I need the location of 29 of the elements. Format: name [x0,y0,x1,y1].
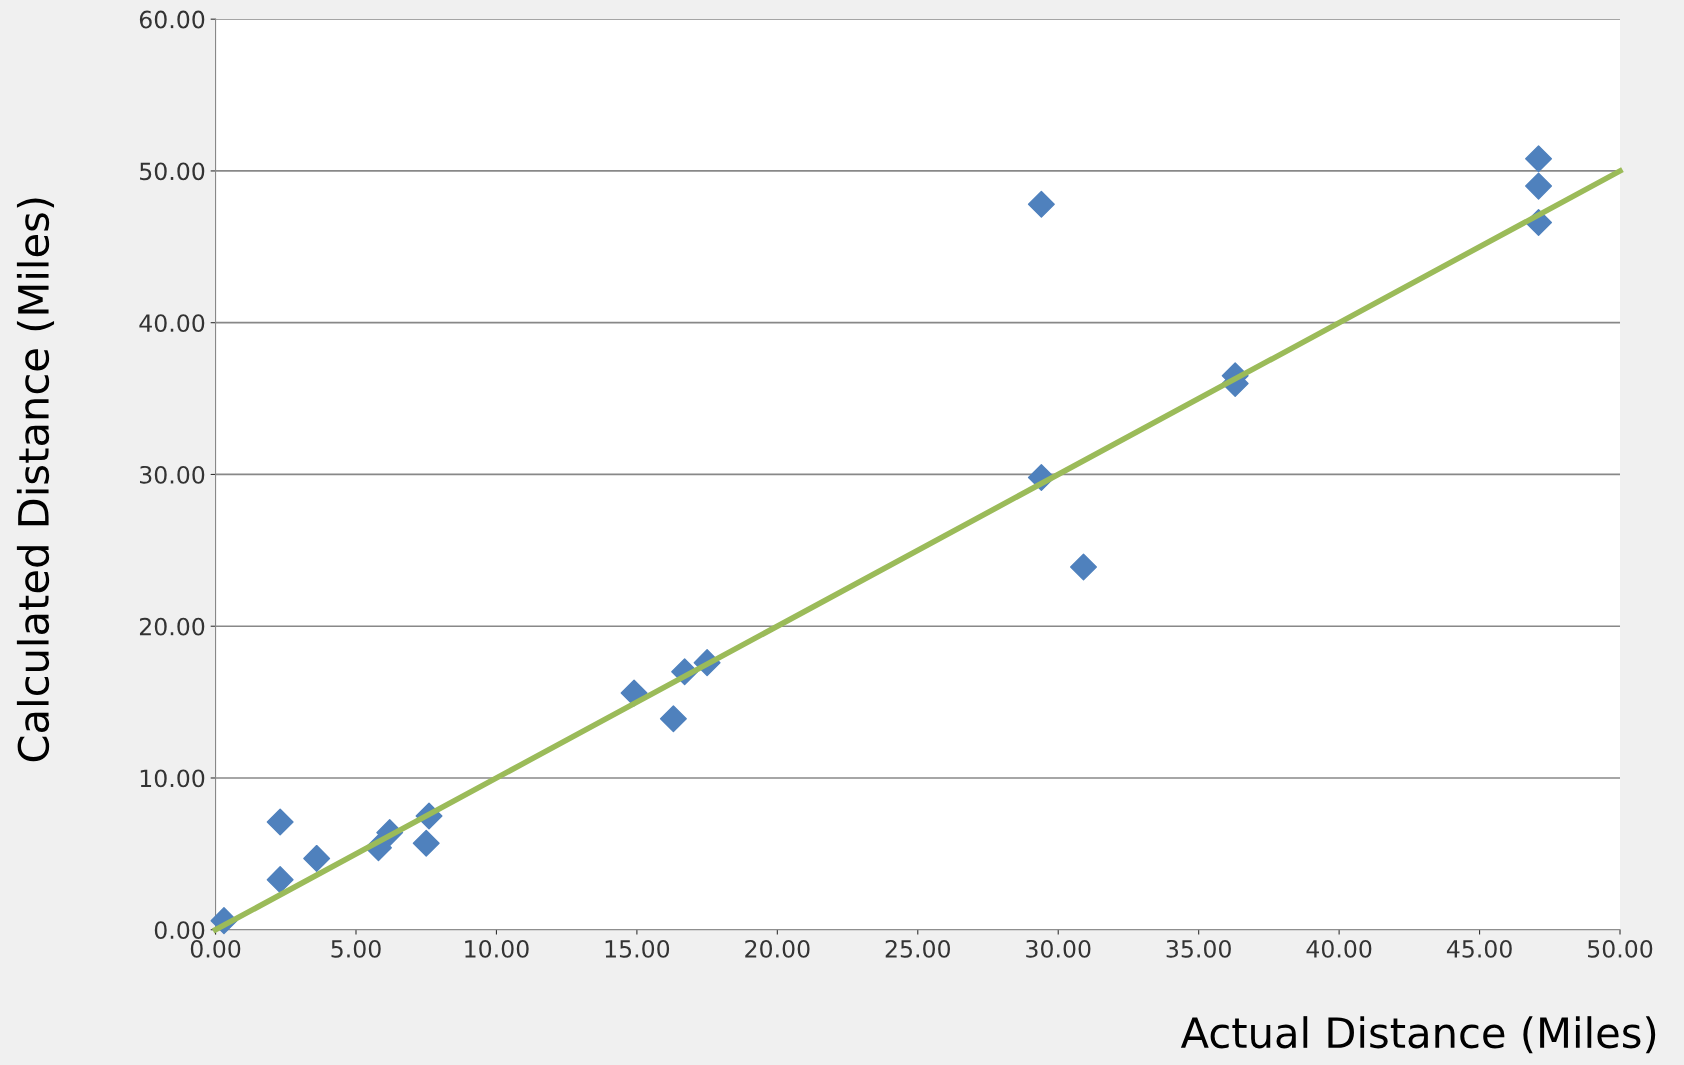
y-tick-label: 40.00 [139,314,205,332]
x-tick-label: 50.00 [1588,939,1653,958]
x-tick-label: 40.00 [1306,939,1372,958]
x-tick-label: 35.00 [1166,939,1231,958]
y-tick-label: 0.00 [154,921,205,940]
y-axis-title: Calculated Distance (Miles) [16,198,55,762]
point [266,808,294,836]
point [1525,172,1553,200]
x-tick-label: 20.00 [745,939,810,958]
y-tick-label: 10.00 [140,769,205,788]
y-tick-label: 20.00 [139,617,205,636]
x-tick-label: 45.00 [1446,939,1512,958]
y-tick-label: 50.00 [140,162,205,181]
point [303,844,331,872]
x-tick-label: 5.00 [331,939,381,958]
point [266,866,294,894]
point [412,829,440,857]
x-tick-label: 30.00 [1026,939,1091,958]
point [1525,145,1553,173]
point [1070,553,1098,581]
x-tick-label: 25.00 [885,939,951,958]
x-tick-label: 15.00 [605,939,670,958]
x-tick-label: 0.00 [190,939,241,958]
y-tick-label: 30.00 [140,465,205,484]
x-axis-title: Actual Distance (Miles) [1180,1016,1656,1054]
x-tick-label: 10.00 [465,939,529,958]
point [659,705,687,733]
y-tick-label: 60.00 [139,10,205,29]
point [1027,190,1055,218]
